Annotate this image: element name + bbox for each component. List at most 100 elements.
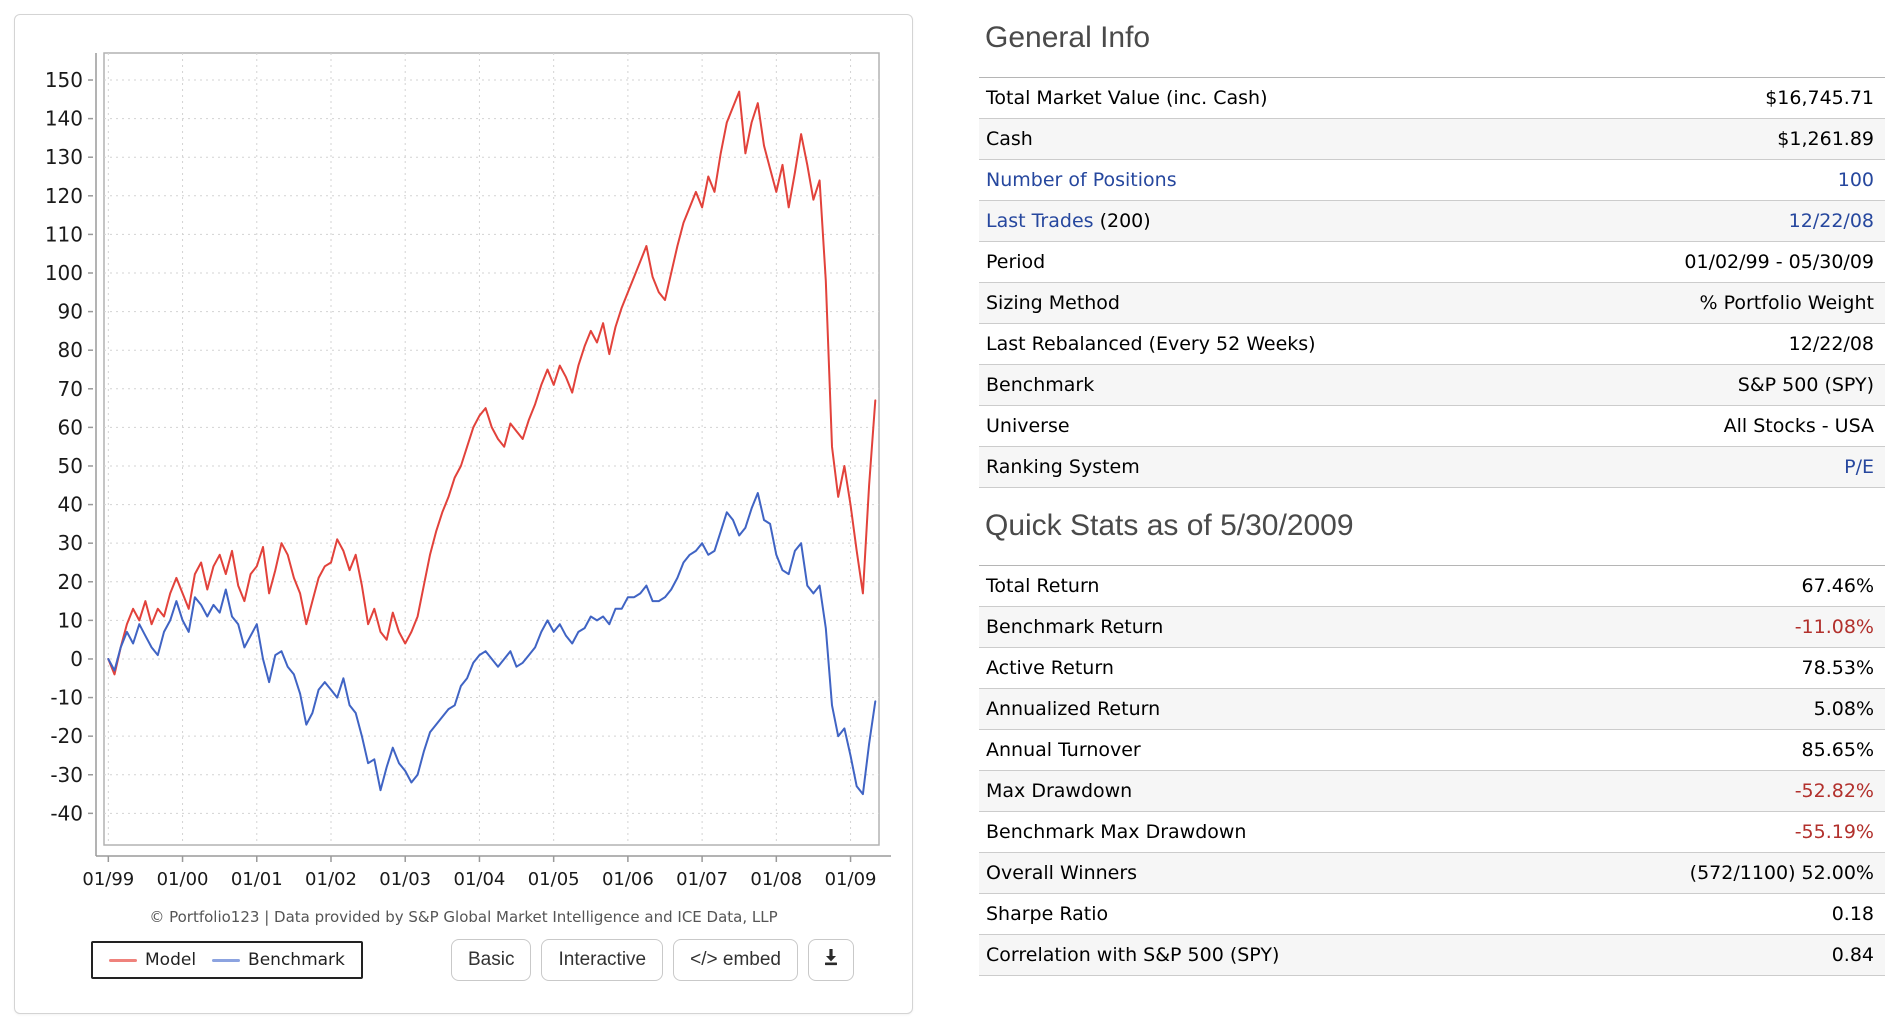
table-row: Universe All Stocks - USA xyxy=(979,406,1885,447)
row-label: Max Drawdown xyxy=(986,780,1133,802)
svg-text:01/05: 01/05 xyxy=(528,869,580,890)
table-row: Number of Positions 100 xyxy=(979,160,1885,201)
chart-attribution: © Portfolio123 | Data provided by S&P Gl… xyxy=(149,908,778,926)
svg-text:01/01: 01/01 xyxy=(231,869,283,890)
row-label: Overall Winners xyxy=(986,862,1138,884)
svg-text:01/02: 01/02 xyxy=(305,869,357,890)
row-value: 0.84 xyxy=(1831,944,1874,966)
svg-text:01/00: 01/00 xyxy=(157,869,209,890)
table-row: Max Drawdown -52.82% xyxy=(979,771,1885,812)
number-of-positions-link[interactable]: Number of Positions xyxy=(986,169,1177,191)
table-row: Overall Winners (572/1100) 52.00% xyxy=(979,853,1885,894)
svg-text:50: 50 xyxy=(58,454,83,478)
svg-text:01/06: 01/06 xyxy=(602,869,654,890)
performance-chart: 1501401301201101009080706050403020100-10… xyxy=(45,52,891,890)
general-info-table: Total Market Value (inc. Cash) $16,745.7… xyxy=(979,77,1885,488)
chart-button-bar: Basic Interactive </> embed xyxy=(451,939,854,981)
row-label: Total Market Value (inc. Cash) xyxy=(986,87,1268,109)
row-label: Correlation with S&P 500 (SPY) xyxy=(986,944,1280,966)
table-row: Active Return 78.53% xyxy=(979,648,1885,689)
svg-text:01/99: 01/99 xyxy=(82,869,134,890)
row-label: Benchmark xyxy=(986,374,1095,396)
svg-text:01/09: 01/09 xyxy=(825,869,877,890)
svg-text:90: 90 xyxy=(58,300,83,324)
svg-text:-20: -20 xyxy=(50,724,83,748)
row-label: Ranking System xyxy=(986,456,1140,478)
svg-text:110: 110 xyxy=(45,222,83,246)
svg-text:80: 80 xyxy=(58,338,83,362)
table-row: Annualized Return 5.08% xyxy=(979,689,1885,730)
row-value: % Portfolio Weight xyxy=(1699,292,1875,314)
table-row: Annual Turnover 85.65% xyxy=(979,730,1885,771)
svg-text:60: 60 xyxy=(58,415,83,439)
svg-text:01/07: 01/07 xyxy=(676,869,728,890)
ranking-system-link[interactable]: P/E xyxy=(1844,456,1874,478)
row-value: 78.53% xyxy=(1801,657,1874,679)
row-value: All Stocks - USA xyxy=(1723,415,1874,437)
row-value: $1,261.89 xyxy=(1777,128,1874,150)
row-label: Annualized Return xyxy=(986,698,1161,720)
row-label: Total Return xyxy=(986,575,1100,597)
row-label: Sizing Method xyxy=(986,292,1120,314)
svg-text:130: 130 xyxy=(45,145,83,169)
quick-stats-title: Quick Stats as of 5/30/2009 xyxy=(985,509,1354,542)
row-label: Annual Turnover xyxy=(986,739,1141,761)
svg-text:20: 20 xyxy=(58,570,83,594)
table-row: Benchmark Max Drawdown -55.19% xyxy=(979,812,1885,853)
svg-text:10: 10 xyxy=(58,608,83,632)
row-label: Active Return xyxy=(986,657,1114,679)
table-row: Ranking System P/E xyxy=(979,447,1885,488)
info-column: General Info Total Market Value (inc. Ca… xyxy=(979,6,1885,976)
row-label: Benchmark Max Drawdown xyxy=(986,821,1247,843)
table-row: Last Trades (200) 12/22/08 xyxy=(979,201,1885,242)
table-row: Last Rebalanced (Every 52 Weeks) 12/22/0… xyxy=(979,324,1885,365)
download-button[interactable] xyxy=(807,939,854,981)
table-row: Benchmark S&P 500 (SPY) xyxy=(979,365,1885,406)
row-value: 12/22/08 xyxy=(1788,333,1874,355)
row-value: 5.08% xyxy=(1813,698,1874,720)
row-label: Sharpe Ratio xyxy=(986,903,1109,925)
legend-item-model: Model xyxy=(109,950,196,970)
row-label: Period xyxy=(986,251,1046,273)
table-row: Sizing Method % Portfolio Weight xyxy=(979,283,1885,324)
last-trades-count: (200) xyxy=(1093,210,1151,232)
svg-text:01/04: 01/04 xyxy=(454,869,506,890)
table-row: Sharpe Ratio 0.18 xyxy=(979,894,1885,935)
row-value: (572/1100) 52.00% xyxy=(1689,862,1874,884)
svg-text:120: 120 xyxy=(45,184,83,208)
row-value: S&P 500 (SPY) xyxy=(1737,374,1874,396)
benchmark-line-swatch xyxy=(212,958,241,962)
row-value: -52.82% xyxy=(1794,780,1874,802)
row-value: 67.46% xyxy=(1801,575,1874,597)
row-value: 85.65% xyxy=(1801,739,1874,761)
interactive-view-button[interactable]: Interactive xyxy=(541,939,664,981)
last-trades-date-link[interactable]: 12/22/08 xyxy=(1788,210,1874,232)
svg-text:01/08: 01/08 xyxy=(750,869,802,890)
legend-item-benchmark: Benchmark xyxy=(212,950,345,970)
chart-legend: Model Benchmark xyxy=(91,941,363,979)
quick-stats-table: Total Return 67.46% Benchmark Return -11… xyxy=(979,565,1885,976)
positions-count-link[interactable]: 100 xyxy=(1837,169,1874,191)
svg-text:01/03: 01/03 xyxy=(379,869,431,890)
table-row: Benchmark Return -11.08% xyxy=(979,607,1885,648)
svg-text:150: 150 xyxy=(45,68,83,92)
last-trades-link[interactable]: Last Trades xyxy=(986,210,1094,232)
chart-card: 150 140 130 120 110 100 90 80 70 60 50 40 30 20 10 0 -10… xyxy=(14,14,913,1014)
table-row: Correlation with S&P 500 (SPY) 0.84 xyxy=(979,935,1885,976)
basic-view-button[interactable]: Basic xyxy=(451,939,532,981)
row-value: 0.18 xyxy=(1831,903,1874,925)
model-line-swatch xyxy=(109,958,137,962)
svg-text:0: 0 xyxy=(70,647,83,671)
table-row: Cash $1,261.89 xyxy=(979,119,1885,160)
embed-button[interactable]: </> embed xyxy=(673,939,798,981)
row-value: -55.19% xyxy=(1794,821,1874,843)
row-label: Cash xyxy=(986,128,1033,150)
row-value: 01/02/99 - 05/30/09 xyxy=(1684,251,1874,273)
table-row: Total Return 67.46% xyxy=(979,566,1885,607)
general-info-title: General Info xyxy=(985,21,1151,54)
row-value: -11.08% xyxy=(1794,616,1874,638)
svg-text:-40: -40 xyxy=(50,801,83,825)
legend-label-model: Model xyxy=(145,950,197,970)
svg-text:70: 70 xyxy=(58,377,83,401)
svg-text:-10: -10 xyxy=(50,686,83,710)
